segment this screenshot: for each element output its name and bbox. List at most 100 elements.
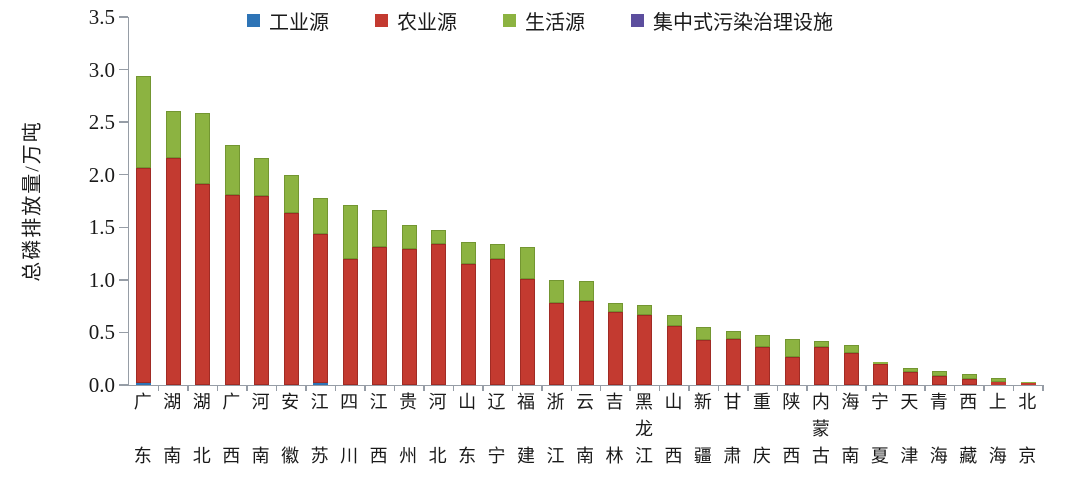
segment-生活源	[932, 371, 948, 376]
x-tick-mark	[246, 385, 248, 391]
x-label-青海: 青海	[926, 393, 952, 465]
x-tick-mark	[393, 385, 396, 391]
y-tick-mark	[119, 279, 128, 281]
y-tick-label: 3.0	[88, 57, 115, 82]
x-label-char: 浙	[546, 392, 565, 412]
x-label-char: 黑	[634, 392, 653, 412]
x-label-山西: 山西	[660, 393, 686, 465]
legend-item-1: 农业源	[375, 6, 457, 35]
bar-福建	[519, 247, 535, 385]
segment-生活源	[490, 244, 506, 259]
bar-山西	[666, 314, 682, 385]
x-label-char: 陕	[782, 392, 801, 412]
x-label-char: 京	[1018, 446, 1037, 466]
y-tick-mark	[119, 16, 128, 18]
x-label-char: 河	[251, 392, 270, 412]
x-label-char: 南	[841, 446, 860, 466]
segment-生活源	[313, 197, 329, 234]
segment-生活源	[431, 230, 447, 245]
segment-农业源	[401, 249, 417, 385]
x-label-char: 天	[900, 392, 919, 412]
segment-生活源	[254, 157, 270, 196]
bar-北京	[1020, 381, 1036, 385]
segment-生活源	[666, 314, 682, 327]
x-label-char: 上	[988, 392, 1007, 412]
y-tick-mark	[119, 121, 128, 123]
legend-item-2: 生活源	[503, 6, 585, 35]
x-tick-mark	[364, 385, 366, 391]
x-label-char: 青	[929, 392, 948, 412]
x-label-char: 江	[546, 446, 565, 466]
segment-生活源	[549, 279, 565, 303]
x-label-char: 安	[281, 392, 300, 412]
segment-生活源	[961, 373, 977, 379]
segment-农业源	[637, 314, 653, 385]
x-label-char: 东	[458, 446, 477, 466]
x-label-char: 蒙	[811, 419, 830, 439]
bar-四川	[342, 205, 358, 385]
bar-重庆	[755, 334, 771, 385]
bar-青海	[932, 371, 948, 385]
x-label-char: 新	[693, 392, 712, 412]
y-tick-label: 3.5	[88, 5, 115, 29]
y-tick-label: 1.0	[88, 267, 115, 292]
x-label-char: 夏	[870, 446, 889, 466]
x-tick-mark	[688, 385, 690, 391]
x-label-char: 云	[576, 392, 594, 412]
x-tick-mark	[1042, 385, 1044, 391]
x-label-西藏: 西藏	[955, 393, 981, 465]
y-tick-label: 2.5	[88, 110, 115, 135]
x-label-char: 藏	[959, 446, 978, 466]
x-label-江苏: 江苏	[307, 393, 333, 465]
bar-湖南	[165, 110, 181, 385]
x-tick-mark	[541, 385, 543, 391]
x-label-广东: 广东	[130, 393, 156, 465]
x-label-char: 福	[517, 392, 536, 412]
segment-农业源	[725, 338, 741, 385]
x-tick-mark	[334, 385, 337, 391]
x-label-char: 龙	[634, 419, 653, 439]
x-label-char: 贵	[399, 392, 418, 412]
legend-swatch-icon	[631, 14, 644, 27]
x-label-辽宁: 辽宁	[484, 393, 510, 465]
x-tick-mark	[599, 385, 602, 391]
x-label-黑龙江: 黑龙江	[631, 393, 657, 465]
x-label-江西: 江西	[366, 393, 392, 465]
legend-label: 生活源	[525, 12, 585, 34]
plot-area: 0.0 0.5 1.0 1.5 2.0 2.5 3.0 3.5	[89, 6, 1044, 396]
legend-swatch-icon	[247, 14, 260, 27]
x-label-天津: 天津	[896, 393, 922, 465]
x-label-char: 西	[369, 446, 388, 466]
x-label-char: 吉	[605, 392, 624, 412]
segment-生活源	[637, 305, 653, 315]
chart-legend: 工业源 农业源 生活源 集中式污染治理设施	[0, 6, 1080, 35]
segment-农业源	[843, 353, 859, 385]
x-label-char: 肃	[723, 446, 742, 466]
bar-陕西	[784, 338, 800, 385]
x-label-陕西: 陕西	[778, 393, 804, 465]
x-label-甘肃: 甘肃	[719, 393, 745, 465]
bar-宁夏	[873, 361, 889, 385]
bar-广东	[136, 75, 152, 385]
segment-生活源	[460, 242, 476, 265]
bar-贵州	[401, 225, 417, 385]
x-label-河北: 河北	[425, 393, 451, 465]
x-label-char: 南	[251, 446, 270, 466]
bar-安徽	[283, 174, 299, 385]
y-tick-mark	[119, 226, 128, 229]
y-tick-label: 2.0	[88, 162, 115, 187]
segment-农业源	[607, 312, 623, 385]
segment-生活源	[755, 334, 771, 348]
x-label-上海: 上海	[985, 393, 1011, 465]
x-label-char: 西	[664, 446, 683, 466]
x-label-char: 山	[458, 392, 477, 412]
x-label-char: 湖	[192, 392, 211, 412]
x-label-海南: 海南	[837, 393, 863, 465]
x-label-宁夏: 宁夏	[867, 393, 893, 465]
segment-生活源	[814, 340, 830, 348]
x-tick-mark	[658, 385, 661, 391]
segment-农业源	[460, 264, 476, 385]
segment-生活源	[873, 361, 889, 364]
bar-江西	[372, 210, 388, 385]
segment-工业源	[313, 382, 329, 385]
